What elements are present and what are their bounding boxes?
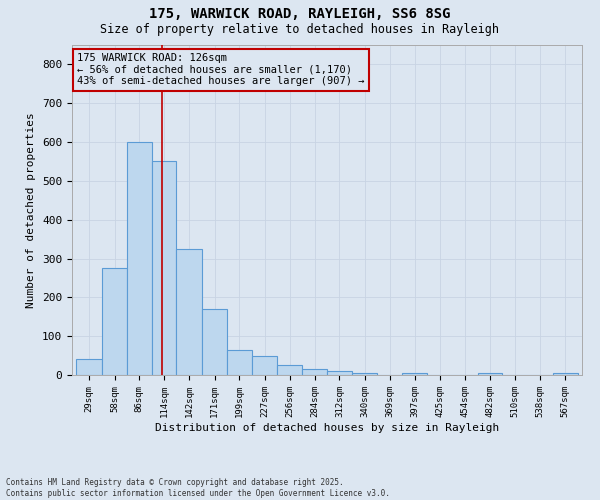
Bar [152, 162, 176, 375]
Bar [127, 142, 152, 375]
Bar [478, 373, 502, 375]
Bar [402, 373, 427, 375]
Bar [302, 369, 327, 375]
Text: 175 WARWICK ROAD: 126sqm
← 56% of detached houses are smaller (1,170)
43% of sem: 175 WARWICK ROAD: 126sqm ← 56% of detach… [77, 53, 365, 86]
Bar [227, 350, 252, 375]
Bar [252, 356, 277, 375]
Bar [76, 360, 102, 375]
Bar [102, 268, 127, 375]
Bar [327, 371, 352, 375]
Bar [277, 366, 302, 375]
Bar [553, 373, 578, 375]
Text: Size of property relative to detached houses in Rayleigh: Size of property relative to detached ho… [101, 22, 499, 36]
Text: 175, WARWICK ROAD, RAYLEIGH, SS6 8SG: 175, WARWICK ROAD, RAYLEIGH, SS6 8SG [149, 8, 451, 22]
Bar [176, 249, 202, 375]
Text: Contains HM Land Registry data © Crown copyright and database right 2025.
Contai: Contains HM Land Registry data © Crown c… [6, 478, 390, 498]
X-axis label: Distribution of detached houses by size in Rayleigh: Distribution of detached houses by size … [155, 422, 499, 432]
Y-axis label: Number of detached properties: Number of detached properties [26, 112, 37, 308]
Bar [202, 309, 227, 375]
Bar [352, 373, 377, 375]
